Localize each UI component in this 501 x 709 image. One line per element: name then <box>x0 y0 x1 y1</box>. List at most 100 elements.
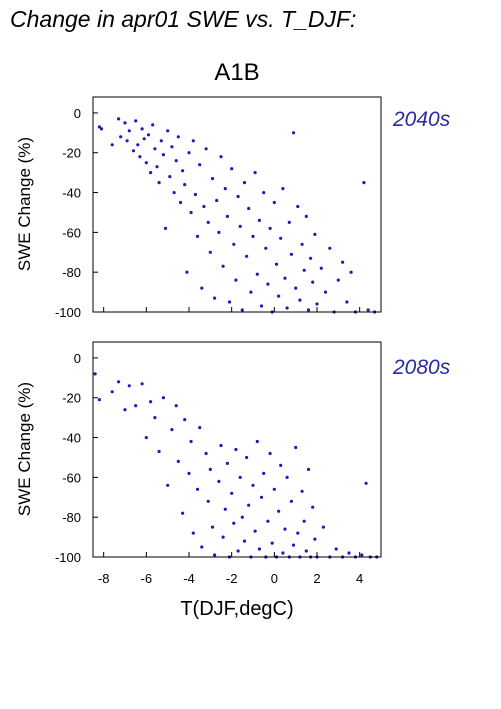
panel-top-point-81 <box>287 220 291 224</box>
panel-bottom-point-51 <box>262 471 266 475</box>
panel-bottom-point-74 <box>311 505 315 509</box>
panel-bottom-point-55 <box>270 541 274 545</box>
panel-bottom-point-42 <box>242 539 247 543</box>
panel-top-point-63 <box>249 290 253 294</box>
panel-bottom-point-47 <box>253 529 257 533</box>
panel-top-point-24 <box>166 129 170 133</box>
panel-top-point-82 <box>289 252 293 256</box>
panel-bottom-point-12 <box>161 396 165 400</box>
panel-top-point-101 <box>345 300 349 304</box>
panel-bottom-y-tick-label: -80 <box>62 510 81 525</box>
panel-top-point-43 <box>206 220 210 224</box>
panel-bottom-point-13 <box>166 483 170 487</box>
panel-bottom-point-28 <box>210 525 215 529</box>
panel-bottom-point-77 <box>321 525 325 529</box>
panel-top-point-40 <box>200 286 204 290</box>
panel-bottom-point-5 <box>127 384 131 388</box>
panel-bottom-point-40 <box>238 475 242 479</box>
panel-top-point-53 <box>227 300 232 304</box>
panel-top-point-13 <box>142 137 146 141</box>
panel-bottom-point-11 <box>157 449 161 454</box>
panel-bottom-point-60 <box>281 551 285 555</box>
panel-bottom-point-23 <box>198 426 202 430</box>
panel-bottom-x-tick-label: 2 <box>313 571 320 586</box>
panel-top-point-0 <box>97 125 101 129</box>
panel-bottom-x-tick-label: -6 <box>141 571 153 586</box>
panel-bottom-point-46 <box>251 483 255 487</box>
panel-top-point-57 <box>236 194 240 199</box>
panel-top-point-94 <box>315 302 319 306</box>
panel-top-point-5 <box>123 121 127 125</box>
panel-bottom-point-19 <box>187 471 191 475</box>
panel-top-point-104 <box>362 181 366 185</box>
panel-bottom-point-26 <box>206 499 210 503</box>
panel-top-point-15 <box>146 133 151 137</box>
panel-top-point-36 <box>191 139 195 143</box>
panel-top-x-ticks <box>103 307 361 312</box>
panel-top-y-ticks: 0 -20 -40 -60 -80 -100 <box>55 106 98 320</box>
panel-top-point-29 <box>176 135 180 139</box>
panel-top-point-14 <box>144 161 148 165</box>
panel-top-point-66 <box>255 272 259 276</box>
panel-top-point-69 <box>262 191 266 195</box>
panel-top-point-30 <box>178 200 183 205</box>
panel-top-y-tick-label: -80 <box>62 265 81 280</box>
panel-bottom-point-15 <box>174 404 178 408</box>
panel-top-point-79 <box>283 276 287 280</box>
panel-bottom-point-17 <box>181 511 185 515</box>
figure-subtitle: A1B <box>214 59 259 86</box>
panel-bottom-point-66 <box>294 445 298 450</box>
panel-top-point-95 <box>319 266 323 270</box>
panel-bottom-y-tick-label: -100 <box>55 550 81 565</box>
panel-top-point-96 <box>323 290 328 294</box>
panel-top-point-45 <box>210 177 215 181</box>
panel-top-point-39 <box>198 163 202 167</box>
panel-top-point-71 <box>266 282 270 286</box>
panel-top-point-33 <box>185 270 189 274</box>
panel-bottom: 0-20-40-60-80-100 -8 -6 -4 -2 0 2 4 SWE Change… <box>15 341 451 586</box>
panel-top-point-102 <box>349 270 353 274</box>
panel-top-y-tick-label: -60 <box>62 225 81 240</box>
panel-bottom-point-65 <box>291 543 296 547</box>
panel-bottom-point-2 <box>110 390 114 394</box>
panel-top-point-28 <box>174 159 178 163</box>
panel-top-point-54 <box>230 167 234 171</box>
panel-top-point-7 <box>127 129 131 133</box>
panel-bottom-y-tick-label: -40 <box>62 431 81 446</box>
panel-top-point-74 <box>272 200 276 205</box>
panel-top-frame <box>92 96 382 313</box>
panel-top-point-51 <box>223 187 227 191</box>
panel-top-points <box>97 117 377 314</box>
panel-bottom-point-71 <box>304 549 308 553</box>
panel-bottom-point-59 <box>279 463 283 467</box>
panel-bottom-x-tick-label: 4 <box>356 571 363 586</box>
panel-bottom-x-ticks: -8 -6 -4 -2 0 2 4 <box>98 552 363 586</box>
panel-top-point-89 <box>304 214 308 218</box>
panel-bottom-point-22 <box>195 487 200 491</box>
panel-bottom-point-83 <box>360 553 364 557</box>
panel-bottom-point-29 <box>213 553 217 557</box>
panel-bottom-points <box>93 372 379 559</box>
panel-top-point-1 <box>99 127 104 131</box>
panel-top-point-85 <box>296 204 300 209</box>
panel-top-point-21 <box>159 139 163 143</box>
panel-bottom-point-7 <box>140 382 144 386</box>
panel-bottom-y-tick-label: -60 <box>62 470 81 485</box>
panel-bottom-point-39 <box>236 549 240 553</box>
panel-bottom-x-tick-label: -8 <box>98 571 110 586</box>
panel-bottom-point-50 <box>259 495 264 499</box>
panel-top-point-31 <box>181 169 185 173</box>
panel-bottom-x-tick-label: -4 <box>183 571 195 586</box>
panel-bottom-point-41 <box>240 515 244 519</box>
panel-top: 0 -20 -40 -60 -80 -100 SWE Change (%) 2040s <box>15 96 451 320</box>
panel-top-point-88 <box>302 268 306 272</box>
panel-top-point-99 <box>336 278 340 282</box>
panel-top-point-60 <box>242 181 247 185</box>
panel-bottom-point-1 <box>97 398 101 402</box>
panel-top-point-49 <box>219 155 223 159</box>
panel-bottom-point-75 <box>313 537 317 541</box>
panel-top-point-100 <box>341 260 345 264</box>
panel-top-point-91 <box>309 256 313 260</box>
panel-bottom-point-61 <box>283 527 287 531</box>
